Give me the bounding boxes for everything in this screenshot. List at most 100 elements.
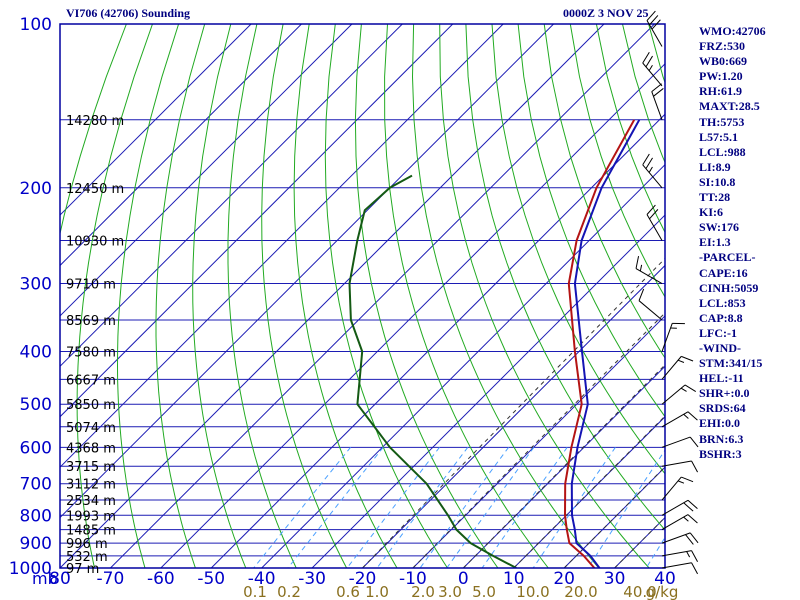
wind-barb-flag: [685, 534, 694, 545]
index-item: BRN:6.3: [699, 431, 744, 446]
index-item: PW:1.20: [699, 69, 743, 84]
height-label: 532 m: [66, 550, 108, 565]
wind-barb-flag: [681, 476, 694, 483]
height-label: 9710 m: [66, 278, 116, 293]
wind-barb-flag: [653, 88, 664, 97]
mixing-ratio-label: g/kg: [646, 583, 679, 600]
dry-adiabat-line: [411, 24, 600, 568]
isotherm-line: [60, 24, 252, 216]
isotherm-line: [60, 24, 302, 267]
mixing-ratio-line: [587, 449, 665, 568]
height-label: 2534 m: [66, 494, 116, 509]
wind-barb: [638, 288, 663, 321]
height-label: 1485 m: [66, 524, 116, 539]
dry-adiabat-line: [569, 24, 665, 298]
chart-frame: [59, 23, 666, 569]
temperature-tick-label: 40: [654, 569, 676, 589]
wind-barb-flag: [689, 532, 699, 544]
mixing-ratio-line: [446, 447, 535, 568]
height-label: 996 m: [66, 537, 108, 552]
temperature-tick-label: 0: [458, 569, 469, 589]
wind-barb-flag: [635, 256, 640, 269]
index-item: LFC:-1: [699, 325, 737, 340]
mixing-ratio-line: [287, 446, 384, 568]
isotherm-line: [160, 63, 665, 568]
mixing-ratio-label: 0.2: [277, 583, 301, 600]
wind-barb: [661, 436, 699, 448]
sounding-datetime: 0000Z 3 NOV 25: [563, 6, 649, 20]
moist-adiabat-line: [362, 257, 665, 568]
pressure-tick-label: 400: [20, 343, 52, 363]
pressure-tick-label: 300: [20, 275, 52, 295]
index-item: MAXT:28.5: [699, 99, 760, 114]
pressure-tick-label: 800: [20, 506, 52, 526]
wind-barbs: [635, 10, 699, 575]
index-item: WMO:42706: [699, 24, 766, 38]
wind-barb: [646, 204, 663, 241]
wind-barb-half-flag: [648, 166, 653, 173]
temperature-tick-label: 30: [604, 569, 626, 589]
isotherm-line: [362, 264, 665, 568]
mixing-ratio-line: [419, 447, 510, 568]
wind-barb-flag: [646, 10, 656, 21]
mixing-ratio-label: 5.0: [472, 583, 496, 600]
sounding-title: VI706 (42706) Sounding: [66, 6, 191, 20]
wind-barb-flag: [691, 460, 699, 473]
mixing-ratio-label: 0.6: [336, 583, 360, 600]
dry-adiabat-line: [491, 24, 665, 475]
index-item: LCL:853: [699, 295, 746, 310]
index-item: EHI:0.0: [699, 416, 741, 431]
index-item: KI:6: [699, 205, 723, 220]
temperature-tick-label: -70: [97, 569, 125, 589]
index-item: CAP:8.8: [699, 310, 743, 325]
isotherm-line: [261, 163, 665, 568]
isotherm-line: [60, 24, 554, 519]
dry-adiabat-line: [543, 24, 665, 359]
temperature-tick-label: 10: [503, 569, 525, 589]
isotherm-line: [60, 24, 353, 317]
wind-barb: [661, 562, 699, 575]
height-label: 8569 m: [66, 314, 116, 329]
wind-barb-staff: [638, 300, 663, 321]
index-item: SHR+:0.0: [699, 386, 750, 401]
isotherm-line: [462, 365, 665, 568]
index-item: CAPE:16: [699, 265, 748, 280]
dry-adiabat-line: [192, 24, 247, 568]
index-item: L57:5.1: [699, 129, 738, 144]
moist-adiabat-line: [513, 415, 665, 568]
dry-adiabat-line: [779, 24, 800, 568]
stability-indices-list: WMO:42706 FRZ:530 WB0:669 PW:1.20 RH:61.9 MAX…: [699, 24, 766, 462]
mixing-ratio-line: [481, 447, 568, 568]
wind-barb-flag: [689, 436, 699, 448]
wind-barb: [642, 51, 663, 87]
mixing-ratio-label: 20.0: [564, 583, 597, 600]
index-item: EI:1.3: [699, 235, 731, 250]
height-label: 5074 m: [66, 421, 116, 436]
height-label: 1993 m: [66, 509, 116, 524]
temperature-tick-label: -20: [349, 569, 377, 589]
mixing-ratio-label: 0.1: [243, 583, 267, 600]
height-label: 14280 m: [66, 114, 124, 129]
wind-barb-staff: [651, 91, 663, 120]
dry-adiabat-line: [261, 24, 348, 568]
wind-barb: [661, 322, 685, 352]
wind-barb: [646, 10, 663, 47]
pressure-tick-label: 100: [20, 15, 52, 35]
wind-barb-flag: [651, 19, 661, 30]
wind-barb-staff: [661, 460, 692, 467]
temperature-tick-label: -40: [248, 569, 276, 589]
index-item: LI:8.9: [699, 159, 731, 174]
wind-barb: [661, 532, 699, 545]
wind-barb-flag: [687, 499, 698, 510]
wind-barb-half-flag: [683, 413, 689, 419]
index-item: RH:61.9: [699, 84, 742, 99]
pressure-tick-label: 600: [20, 438, 52, 458]
wind-barb: [661, 355, 694, 380]
pressure-tick-label: 700: [20, 475, 52, 495]
index-item: CINH:5059: [699, 280, 759, 295]
mixing-ratio-line: [532, 447, 616, 568]
height-label: 7580 m: [66, 346, 116, 361]
chart-grid: [60, 24, 800, 568]
wind-barb: [661, 514, 698, 531]
